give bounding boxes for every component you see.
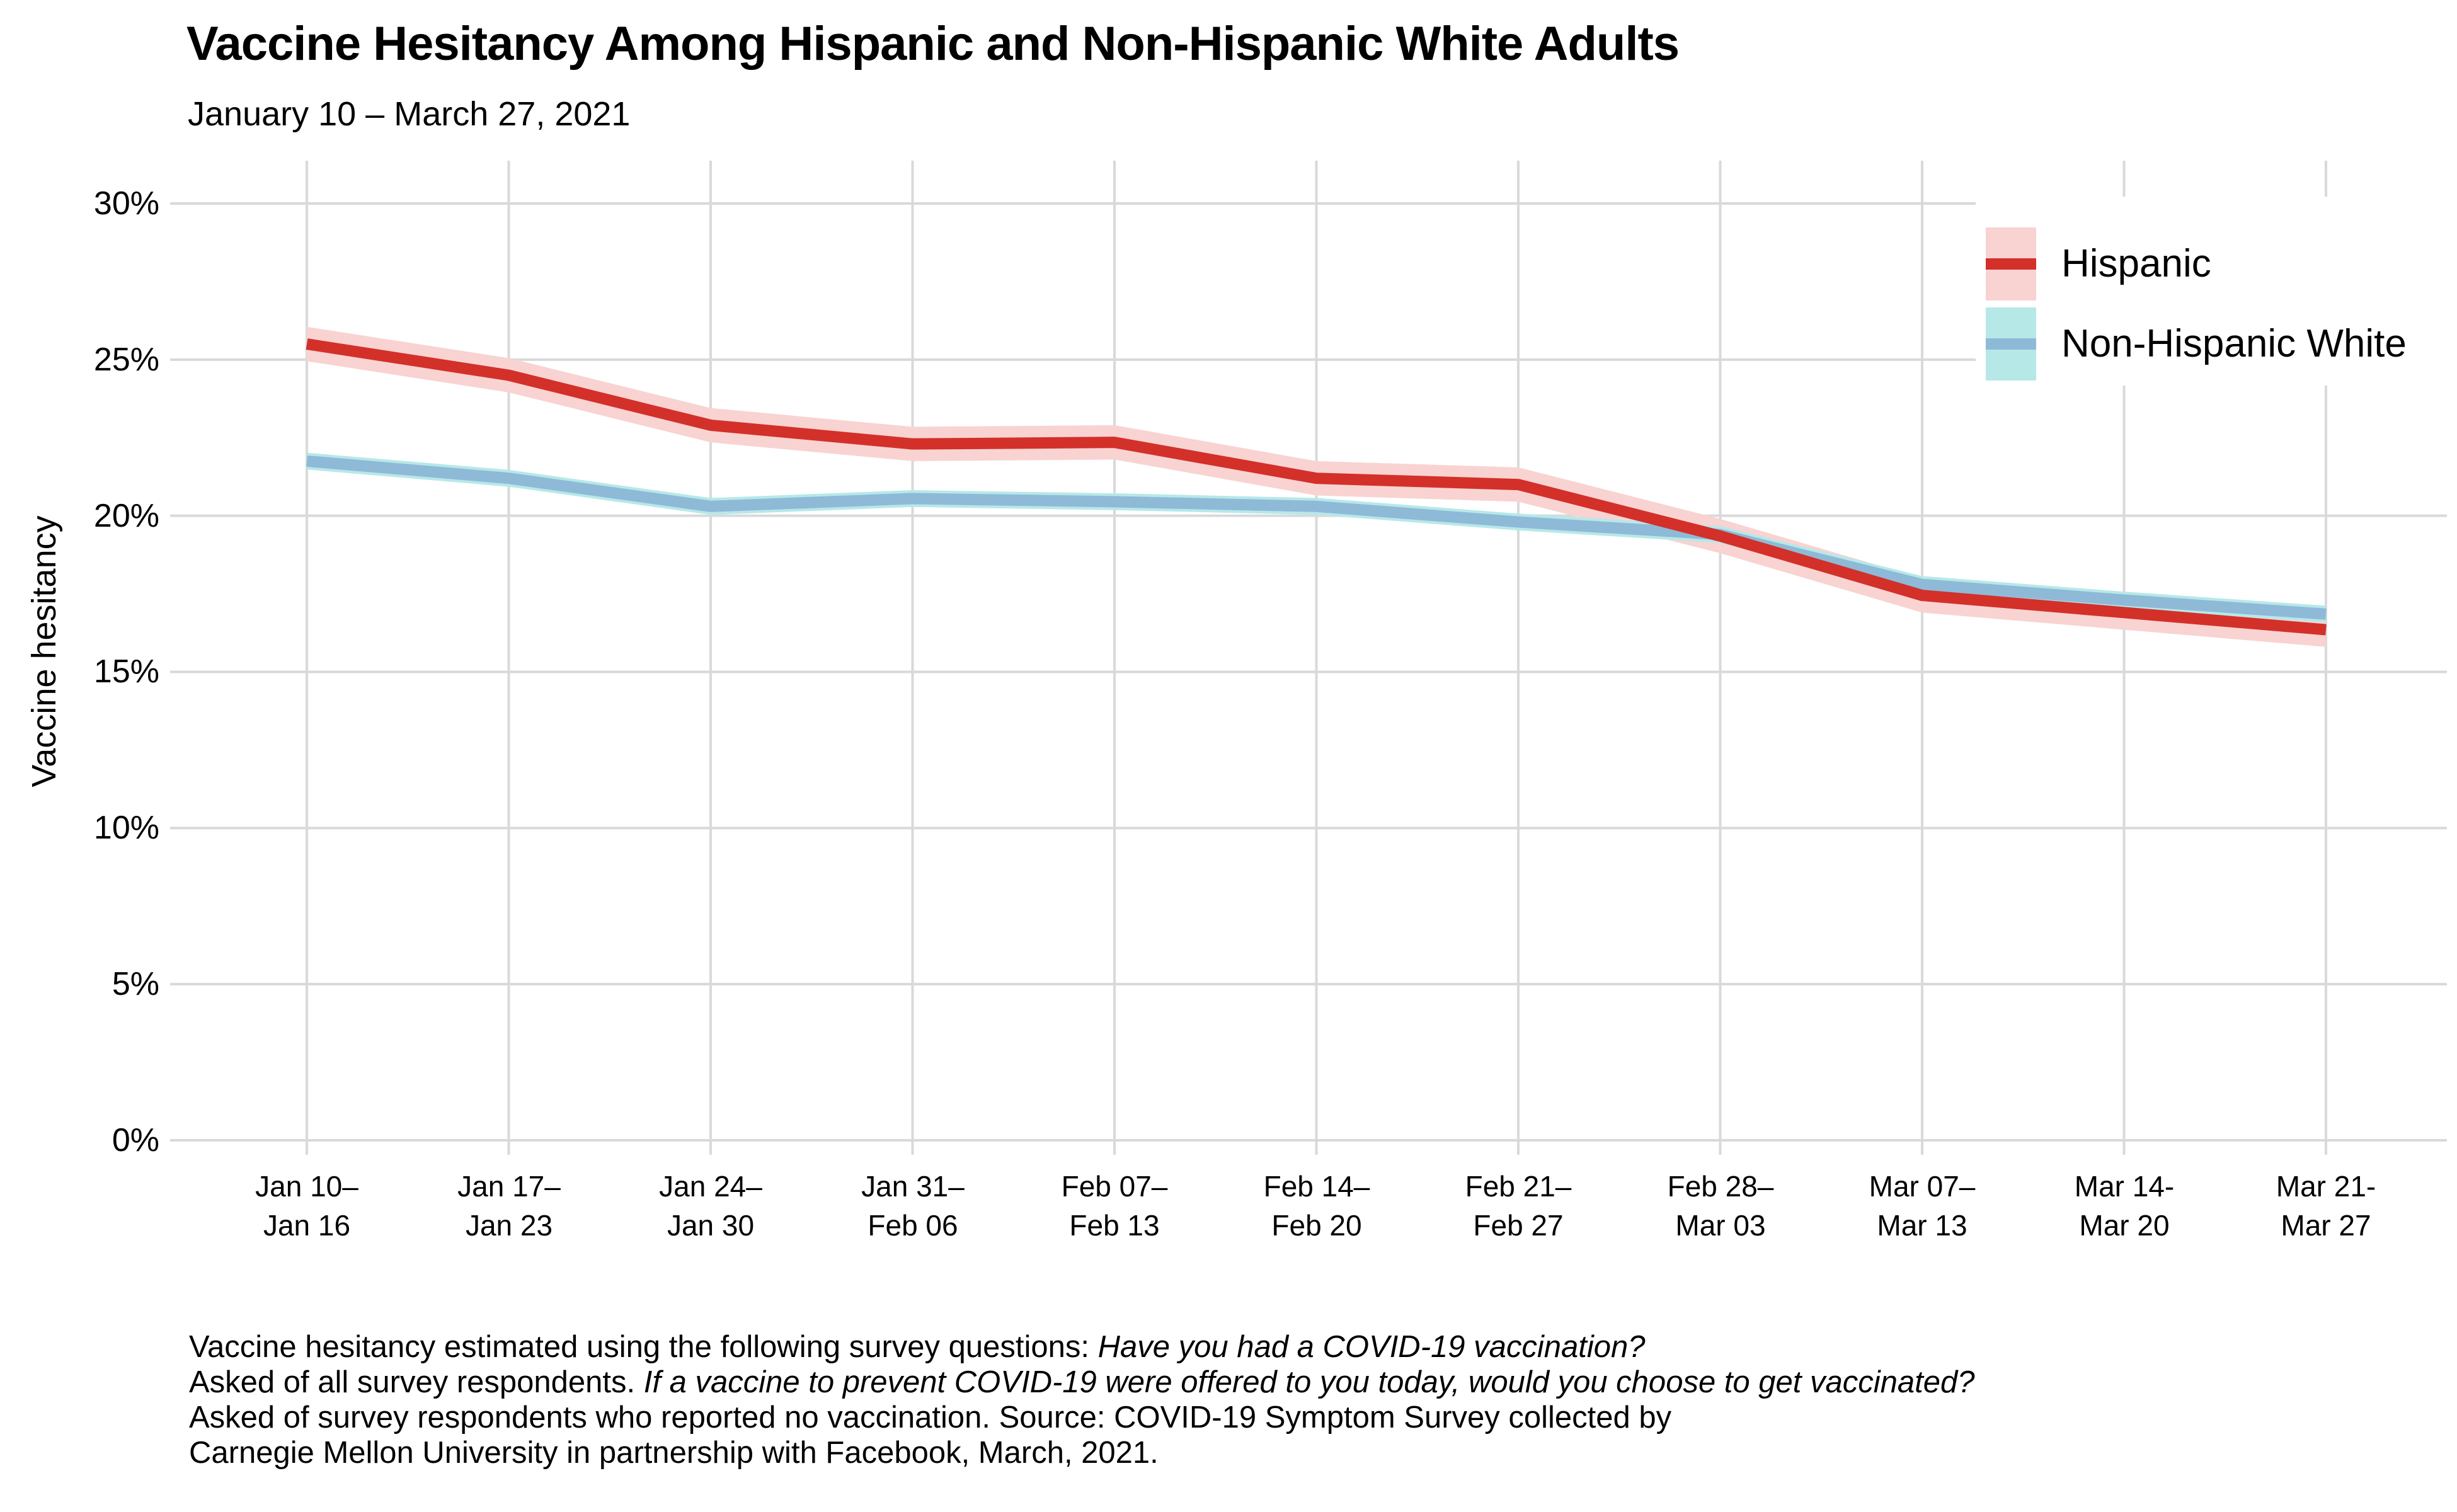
- y-tick-label-10: 10%: [93, 810, 159, 846]
- x-tick-label: Feb 14– Feb 20: [1263, 1170, 1370, 1242]
- caption: Vaccine hesitancy estimated using the fo…: [189, 1329, 1975, 1470]
- x-tick-label: Mar 07– Mar 13: [1869, 1170, 1976, 1242]
- hispanic-line: [306, 338, 2327, 636]
- chart-subtitle: January 10 – March 27, 2021: [188, 95, 631, 133]
- caption-line-1: Vaccine hesitancy estimated using the fo…: [189, 1330, 1646, 1364]
- chart-title: Vaccine Hesitancy Among Hispanic and Non…: [186, 17, 1680, 71]
- x-tick-label: Mar 21- Mar 27: [2276, 1170, 2376, 1242]
- y-tick-label-25: 25%: [93, 341, 159, 378]
- legend-box: [1976, 197, 2452, 386]
- y-tick-label-15: 15%: [93, 653, 159, 690]
- caption-line-2: Asked of all survey respondents. If a va…: [189, 1365, 1975, 1399]
- y-tick-label-0: 0%: [112, 1122, 159, 1159]
- x-tick-label: Feb 28– Mar 03: [1667, 1170, 1774, 1242]
- x-tick-label: Jan 10– Jan 16: [255, 1170, 358, 1242]
- x-tick-label: Jan 17– Jan 23: [457, 1170, 561, 1242]
- legend-label-non-hispanic-white: Non-Hispanic White: [2061, 322, 2407, 365]
- x-tick-label: Feb 21– Feb 27: [1465, 1170, 1572, 1242]
- x-tick-label: Jan 24– Jan 30: [659, 1170, 762, 1242]
- non-hispanic-white-ribbon: [307, 452, 2326, 623]
- x-tick-label: Jan 31– Feb 06: [861, 1170, 965, 1242]
- legend-label-hispanic: Hispanic: [2061, 242, 2211, 285]
- x-tick-label: Mar 14- Mar 20: [2074, 1170, 2175, 1242]
- y-tick-label-30: 30%: [93, 185, 159, 222]
- caption-line-4: Carnegie Mellon University in partnershi…: [189, 1436, 1159, 1470]
- x-tick-label: Feb 07– Feb 13: [1061, 1170, 1168, 1242]
- y-tick-label-20: 20%: [93, 498, 159, 534]
- caption-line-3: Asked of survey respondents who reported…: [189, 1400, 1672, 1435]
- y-tick-label-5: 5%: [112, 966, 159, 1002]
- non-hispanic-white-line: [306, 455, 2327, 620]
